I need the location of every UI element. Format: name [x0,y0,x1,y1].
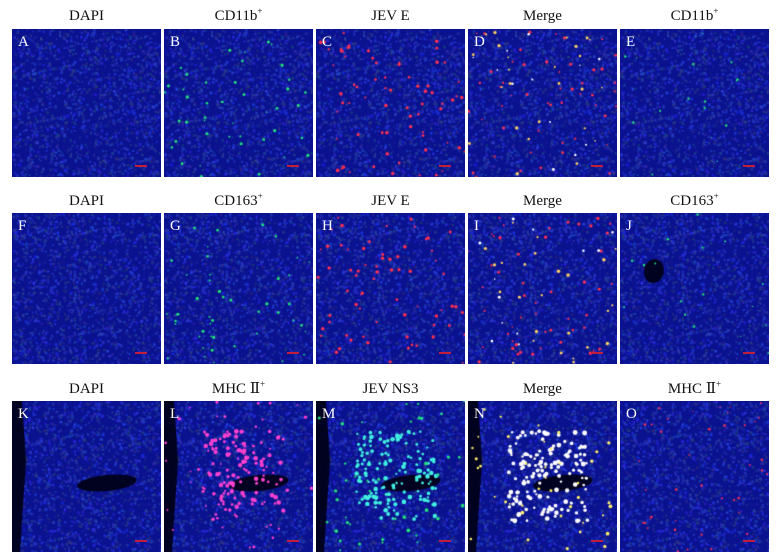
title-text: DAPI [68,8,104,24]
panel-letter: O [626,406,637,422]
column-title: Merge [468,191,618,210]
panel-letter: A [18,34,29,50]
column-title: CD11b+ [164,6,314,25]
micrograph-panel: F [12,213,161,364]
fluorescence-image [316,29,465,177]
title-text: DAPI [68,193,104,209]
micrograph-panel: E [620,29,769,177]
micrograph-panel: H [316,213,465,364]
column-title: DAPI [12,379,162,398]
micrograph-panel: C [316,29,465,177]
title-text: CD11b [670,8,714,24]
title-superscript: + [257,191,263,201]
fluorescence-image [164,29,313,177]
fluorescence-image [316,213,465,364]
column-title: JEV E [316,6,466,25]
scale-bar [591,165,603,167]
column-title: CD11b+ [620,6,770,25]
title-text: Merge [523,193,562,209]
panel-letter: F [18,218,27,234]
fluorescence-image [164,213,313,364]
title-text: CD163 [214,193,258,209]
column-title: Merge [468,379,618,398]
fluorescence-image [468,213,617,364]
micrograph-panel: J [620,213,769,364]
title-superscript: + [713,191,719,201]
column-title: DAPI [12,191,162,210]
panel-letter: D [474,34,485,50]
panel-letter: I [474,218,479,234]
fluorescence-image [316,401,465,552]
scale-bar [135,165,147,167]
scale-bar [135,540,147,542]
scale-bar [591,352,603,354]
scale-bar [439,165,451,167]
column-title: CD163+ [620,191,770,210]
scale-bar [743,165,755,167]
micrograph-panel: I [468,213,617,364]
fluorescence-image [468,29,617,177]
micrograph-panel: O [620,401,769,552]
panel-letter: B [170,34,181,50]
panel-letter: C [322,34,333,50]
panel-letter: M [322,406,336,422]
column-title: DAPI [12,6,162,25]
title-superscript: + [716,379,722,389]
fluorescence-image [12,213,161,364]
column-title: JEV NS3 [316,379,466,398]
title-text: CD11b [214,8,258,24]
micrograph-panel: N [468,401,617,552]
panel-letter: E [626,34,636,50]
title-text: DAPI [68,381,104,397]
title-text: Merge [523,381,562,397]
micrograph-panel: K [12,401,161,552]
scale-bar [135,352,147,354]
micrograph-panel: B [164,29,313,177]
panel-letter: J [626,218,632,234]
title-text: CD163 [670,193,714,209]
panel-letter: H [322,218,333,234]
title-text: MHC Ⅱ [667,381,717,397]
micrograph-panel: D [468,29,617,177]
panel-letter: G [170,218,181,234]
scale-bar [743,352,755,354]
title-text: JEV E [371,8,410,24]
micrograph-panel: L [164,401,313,552]
micrograph-panel: G [164,213,313,364]
scale-bar [743,540,755,542]
column-title: MHC Ⅱ+ [164,379,314,398]
column-title: JEV E [316,191,466,210]
fluorescence-image [620,29,769,177]
panel-letter: L [170,406,180,422]
micrograph-panel: A [12,29,161,177]
column-title: MHC Ⅱ+ [620,379,770,398]
title-text: JEV E [371,193,410,209]
title-text: JEV NS3 [362,381,419,397]
scale-bar [591,540,603,542]
scale-bar [439,540,451,542]
fluorescence-image [468,401,617,552]
column-title: CD163+ [164,191,314,210]
title-superscript: + [257,6,263,16]
title-text: MHC Ⅱ [211,381,261,397]
column-title: Merge [468,6,618,25]
scale-bar [287,352,299,354]
fluorescence-image [164,401,313,552]
title-superscript: + [260,379,266,389]
scale-bar [439,352,451,354]
scale-bar [287,540,299,542]
fluorescence-image [620,213,769,364]
fluorescence-image [12,401,161,552]
scale-bar [287,165,299,167]
title-text: Merge [523,8,562,24]
fluorescence-image [620,401,769,552]
panel-letter: N [474,406,485,422]
micrograph-panel: M [316,401,465,552]
fluorescence-image [12,29,161,177]
panel-letter: K [18,406,29,422]
title-superscript: + [713,6,719,16]
